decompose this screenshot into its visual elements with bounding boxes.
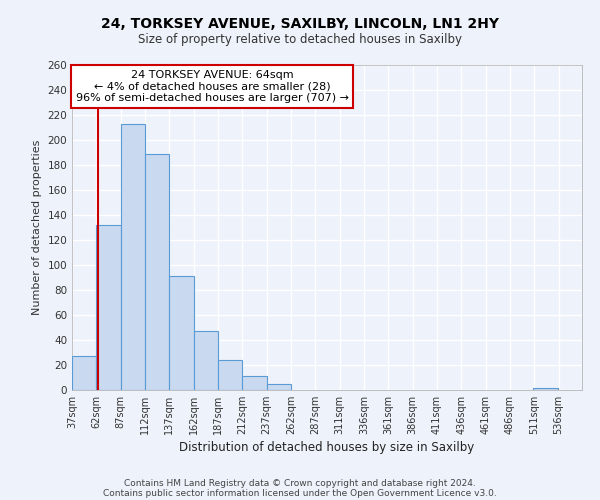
Bar <box>533 388 557 390</box>
X-axis label: Distribution of detached houses by size in Saxilby: Distribution of detached houses by size … <box>179 441 475 454</box>
Bar <box>194 331 218 390</box>
Bar <box>72 356 97 390</box>
Bar <box>218 360 242 390</box>
Text: Size of property relative to detached houses in Saxilby: Size of property relative to detached ho… <box>138 32 462 46</box>
Bar <box>121 124 145 390</box>
Text: Contains public sector information licensed under the Open Government Licence v3: Contains public sector information licen… <box>103 488 497 498</box>
Bar <box>242 376 266 390</box>
Y-axis label: Number of detached properties: Number of detached properties <box>32 140 42 315</box>
Text: 24, TORKSEY AVENUE, SAXILBY, LINCOLN, LN1 2HY: 24, TORKSEY AVENUE, SAXILBY, LINCOLN, LN… <box>101 18 499 32</box>
Bar <box>97 225 121 390</box>
Bar <box>145 154 169 390</box>
Text: 24 TORKSEY AVENUE: 64sqm
← 4% of detached houses are smaller (28)
96% of semi-de: 24 TORKSEY AVENUE: 64sqm ← 4% of detache… <box>76 70 349 103</box>
Bar <box>266 384 291 390</box>
Text: Contains HM Land Registry data © Crown copyright and database right 2024.: Contains HM Land Registry data © Crown c… <box>124 478 476 488</box>
Bar <box>169 276 194 390</box>
